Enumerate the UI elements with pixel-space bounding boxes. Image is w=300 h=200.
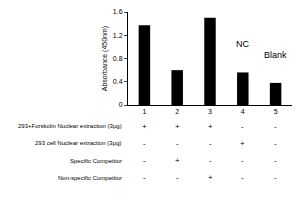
svg-text:+: + <box>175 156 180 165</box>
svg-text:-: - <box>209 156 212 165</box>
svg-text:Non-specific Competitor: Non-specific Competitor <box>58 175 122 181</box>
svg-text:-: - <box>274 139 277 148</box>
svg-text:Specific Competitor: Specific Competitor <box>70 158 122 164</box>
svg-text:0.4: 0.4 <box>113 78 123 85</box>
svg-text:-: - <box>241 156 244 165</box>
svg-text:+: + <box>208 173 213 182</box>
svg-text:1.6: 1.6 <box>113 8 123 15</box>
svg-text:+: + <box>175 122 180 131</box>
svg-text:-: - <box>143 139 146 148</box>
svg-text:Blank: Blank <box>264 50 287 60</box>
svg-text:2: 2 <box>175 108 179 115</box>
svg-text:Absorbance (450nm): Absorbance (450nm) <box>101 26 109 91</box>
svg-text:NC: NC <box>236 39 249 49</box>
svg-text:-: - <box>143 156 146 165</box>
svg-text:3: 3 <box>208 108 212 115</box>
svg-text:+: + <box>240 139 245 148</box>
svg-text:-: - <box>241 122 244 131</box>
svg-text:-: - <box>241 173 244 182</box>
svg-text:+: + <box>142 122 147 131</box>
svg-text:1.2: 1.2 <box>113 32 123 39</box>
svg-text:-: - <box>274 173 277 182</box>
svg-text:-: - <box>274 122 277 131</box>
svg-text:293+Forskolin Nuclear extracti: 293+Forskolin Nuclear extraction (3μg) <box>18 123 122 129</box>
svg-text:+: + <box>208 122 213 131</box>
svg-text:293 cell Nuclear extraction (3: 293 cell Nuclear extraction (3μg) <box>35 140 122 146</box>
svg-text:4: 4 <box>241 108 245 115</box>
svg-text:-: - <box>176 173 179 182</box>
svg-text:-: - <box>274 156 277 165</box>
svg-text:0.8: 0.8 <box>113 55 123 62</box>
svg-text:5: 5 <box>274 108 278 115</box>
svg-text:-: - <box>143 173 146 182</box>
svg-text:-: - <box>176 139 179 148</box>
svg-text:-: - <box>209 139 212 148</box>
svg-text:0: 0 <box>119 101 123 108</box>
svg-text:1: 1 <box>142 108 146 115</box>
